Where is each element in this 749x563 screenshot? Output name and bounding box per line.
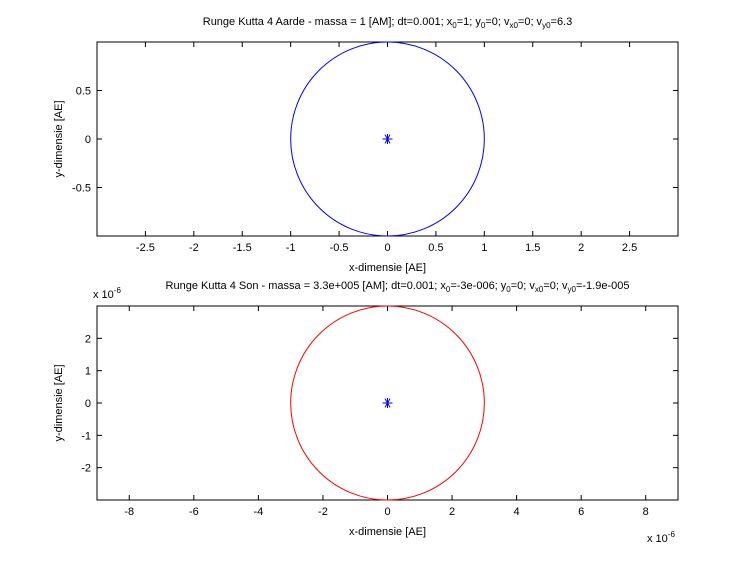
subplot-2-title-part: x0: [535, 285, 544, 294]
subplot-1-xtick-label: 2: [578, 242, 584, 254]
subplot-2-ytick-label: -1: [81, 430, 91, 442]
subplot-2-xtick-label: 0: [384, 506, 390, 518]
subplot-1-xtick-label: -1.5: [233, 242, 252, 254]
subplot-2-y-exponent-base: x 10: [93, 289, 114, 301]
subplot-2-ytick-label: 0: [85, 398, 91, 410]
subplot-1-xtick-label: 1.5: [525, 242, 540, 254]
subplot-1-xtick-label: 1: [481, 242, 487, 254]
subplot-1-xtick-label: 2.5: [622, 242, 637, 254]
subplot-1-ytick-label: 0.5: [76, 86, 91, 98]
subplot-1-title-part: 0: [481, 21, 486, 30]
subplot-2-y-exponent-power: -6: [114, 286, 122, 295]
subplot-1-title-part: =0; v: [518, 16, 543, 28]
subplot-1-star-marker: [382, 134, 393, 144]
subplot-2-ytick-label: 2: [85, 333, 91, 345]
subplot-2-ytick-label: -2: [81, 463, 91, 475]
subplot-1-xtick-label: 0.5: [428, 242, 443, 254]
subplot-1-title: Runge Kutta 4 Aarde - massa = 1 [AM]; dt…: [203, 16, 572, 30]
subplot-2-x-exponent: x 10-6: [647, 530, 675, 545]
subplot-1-xlabel: x-dimensie [AE]: [349, 262, 426, 274]
subplot-2-title-part: =0; v: [543, 280, 568, 292]
subplot-1-title-part: =6.3: [551, 16, 573, 28]
subplot-2-xtick-label: -6: [189, 506, 199, 518]
subplot-2-xtick-label: 6: [578, 506, 584, 518]
subplot-1: -2.5 -2 -1.5 -1 -0.5 0 0.5 1 1.5 2 2.5 -0.5 0 0.5 Rung…: [53, 16, 679, 274]
subplot-1-title-part: y0: [542, 21, 551, 30]
subplot-2-x-exponent-base: x 10: [647, 533, 668, 545]
subplot-2-xtick-label: -8: [124, 506, 134, 518]
subplot-1-ylabel: y-dimensie [AE]: [53, 100, 65, 177]
subplot-1-title-part: x0: [509, 21, 518, 30]
subplot-1-title-part: =1; y: [457, 16, 482, 28]
subplot-2-title-part: =-1.9e-005: [576, 280, 630, 292]
subplot-2-ytick-label: 1: [85, 366, 91, 378]
subplot-1-xtick-label: 0: [384, 242, 390, 254]
subplot-1-xtick-label: -0.5: [330, 242, 349, 254]
subplot-2-star-marker: [382, 398, 393, 408]
subplot-2-title-part: Runge Kutta 4 Son - massa = 3.3e+005 [AM…: [166, 280, 447, 292]
subplot-2-title-part: =0; v: [511, 280, 536, 292]
subplot-2-xtick-label: 2: [449, 506, 455, 518]
subplot-1-xtick-label: -2.5: [136, 242, 155, 254]
subplot-2-y-exponent: x 10-6: [93, 286, 121, 301]
subplot-2: -8 -6 -4 -2 0 2 4 6 8 -2 -1 0 1 2 Runge Kutta 4 Son - …: [53, 280, 679, 545]
subplot-2-x-exponent-power: -6: [668, 530, 676, 539]
subplot-1-ytick-label: 0: [85, 134, 91, 146]
subplot-1-title-part: 0: [452, 21, 457, 30]
subplot-2-orbit-line: [290, 305, 485, 501]
subplot-2-xtick-label: 8: [643, 506, 649, 518]
subplot-2-title-part: 0: [506, 285, 511, 294]
subplot-2-title: Runge Kutta 4 Son - massa = 3.3e+005 [AM…: [166, 280, 630, 294]
subplot-2-xtick-label: 4: [514, 506, 520, 518]
subplot-2-ylabel: y-dimensie [AE]: [53, 364, 65, 441]
subplot-1-title-part: Runge Kutta 4 Aarde - massa = 1 [AM]; dt…: [203, 16, 453, 28]
subplot-2-xtick-label: -2: [318, 506, 328, 518]
subplot-1-ytick-label: -0.5: [72, 183, 91, 195]
subplot-2-title-part: y0: [568, 285, 577, 294]
subplot-1-orbit-line: [290, 41, 485, 237]
subplot-2-title-part: =-3e-006; y: [450, 280, 506, 292]
subplot-1-xtick-label: -2: [189, 242, 199, 254]
subplot-2-title-part: 0: [446, 285, 451, 294]
subplot-1-title-part: =0; v: [485, 16, 510, 28]
subplot-2-xlabel: x-dimensie [AE]: [349, 526, 426, 538]
subplot-1-xtick-label: -1: [286, 242, 296, 254]
subplot-2-xtick-label: -4: [253, 506, 263, 518]
